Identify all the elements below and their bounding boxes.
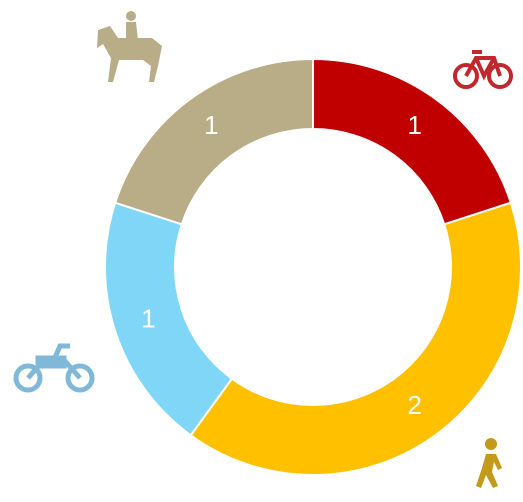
icon-motorcycle — [13, 343, 95, 393]
slice-label: 1 — [204, 110, 218, 140]
donut-slice — [189, 201, 522, 477]
donut-slice — [312, 57, 513, 226]
icon-bicycle — [453, 50, 513, 89]
icon-pedestrian — [476, 438, 502, 488]
icon-horse-rider — [97, 11, 162, 82]
donut-slice — [113, 57, 314, 226]
slice-label: 1 — [141, 303, 155, 333]
slice-label: 1 — [407, 110, 421, 140]
slice-label: 2 — [407, 390, 421, 420]
donut-slice — [104, 201, 234, 437]
